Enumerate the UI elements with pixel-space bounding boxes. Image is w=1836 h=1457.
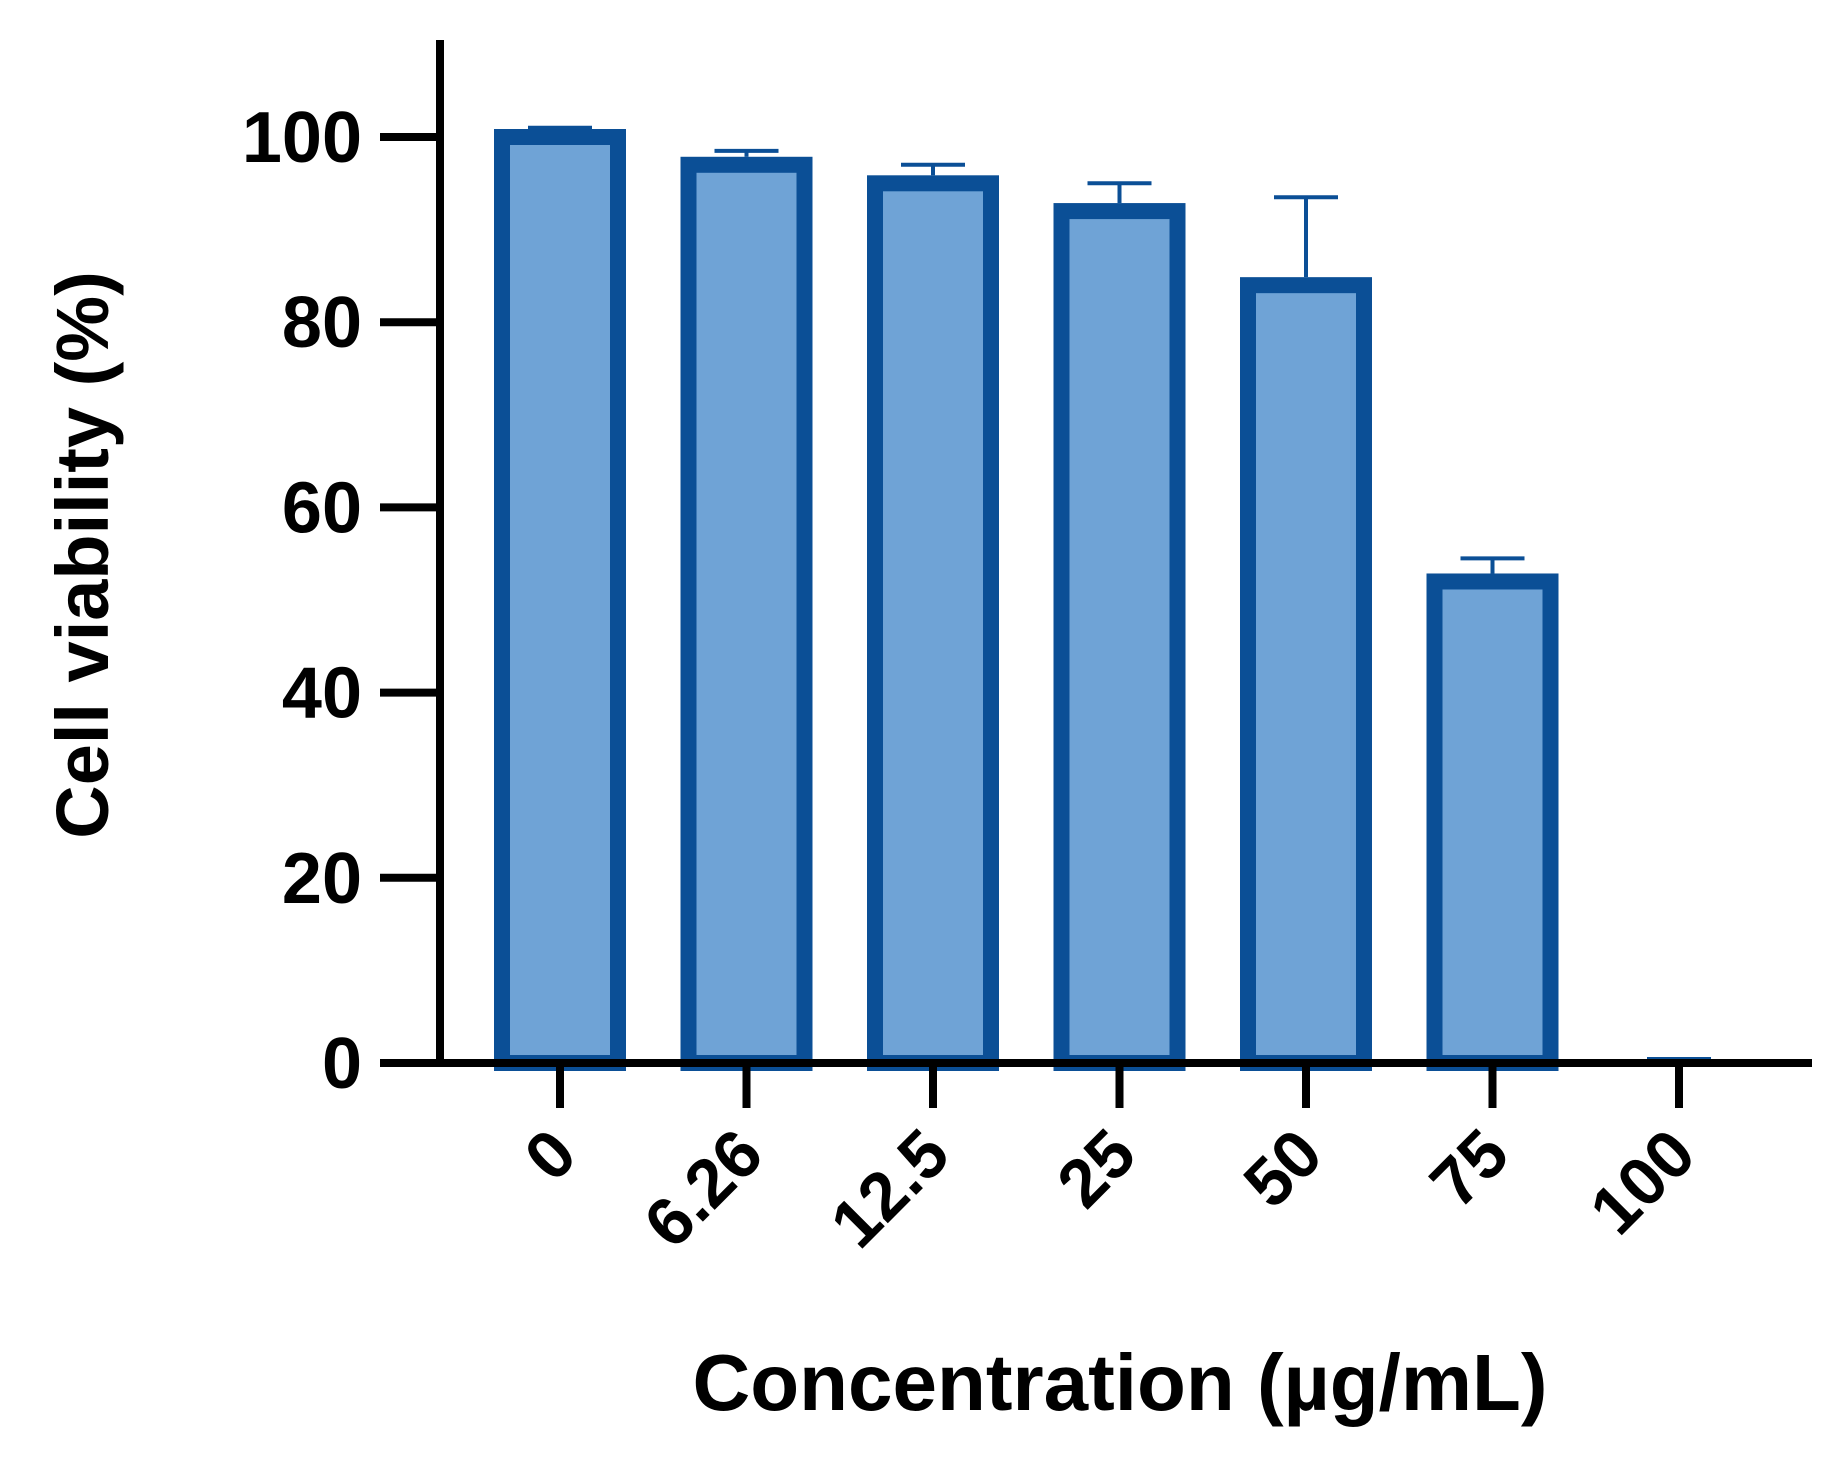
bar	[1053, 203, 1186, 1071]
y-tick-label: 80	[282, 283, 362, 363]
bars-layer	[494, 129, 1711, 1072]
x-ticks-layer: 0 6.26 12.5 25 50 75 100	[510, 1063, 1710, 1262]
error-bars-layer	[528, 125, 1525, 574]
bar	[1426, 573, 1559, 1071]
x-tick-label: 6.26	[630, 1115, 777, 1262]
bar	[1240, 277, 1372, 1072]
bar	[680, 156, 813, 1071]
y-tick-label: 0	[322, 1024, 362, 1104]
x-tick-label: 25	[1043, 1115, 1150, 1222]
bar	[494, 129, 626, 1071]
x-tick-label: 50	[1229, 1115, 1336, 1222]
x-tick-label: 100	[1576, 1115, 1710, 1249]
y-tick-label: 100	[242, 98, 362, 178]
y-ticks-layer: 0 20 40 60 80 100	[242, 98, 440, 1104]
x-tick-label: 75	[1416, 1115, 1523, 1222]
x-tick-label: 0	[510, 1115, 590, 1195]
y-axis-title: Cell viability (%)	[41, 271, 124, 838]
x-axis-title: Concentration (µg/mL)	[693, 1338, 1548, 1427]
y-tick-label: 20	[282, 839, 362, 919]
bar	[867, 175, 999, 1072]
axes-layer	[380, 40, 1812, 1067]
y-tick-label: 40	[282, 654, 362, 734]
x-tick-label: 12.5	[816, 1115, 963, 1262]
y-tick-label: 60	[282, 468, 362, 548]
